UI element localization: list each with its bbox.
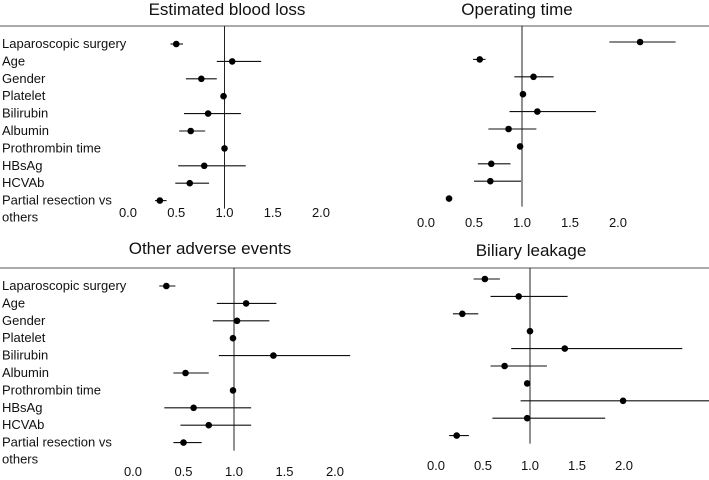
estimate-point-hbsag <box>619 397 627 405</box>
estimate-point-laparoscopic-surgery <box>481 275 489 283</box>
estimate-point-hcvab <box>487 177 494 185</box>
x-tick-label: 1.5 <box>568 458 586 473</box>
variable-label: Prothrombin time <box>2 140 101 155</box>
variable-label: Gender <box>2 71 46 86</box>
estimate-point-hcvab <box>205 421 213 429</box>
estimate-point-prothrombin-time <box>523 380 531 387</box>
estimate-point-partial-resection-vs-others <box>453 432 460 439</box>
estimate-point-laparoscopic-surgery <box>636 38 644 46</box>
x-tick-label: 0.0 <box>124 464 142 479</box>
variable-label: Age <box>2 295 25 310</box>
estimate-point-hbsag <box>487 160 495 168</box>
estimate-point-gender <box>459 310 466 318</box>
panel-biliary-leakage: Biliary leakage 0.0 0.5 1.0 1.5 2.0 <box>420 241 709 473</box>
estimate-point-gender <box>530 73 537 81</box>
x-tick-label: 1.0 <box>521 458 539 473</box>
x-tick-label: 0.5 <box>167 205 185 220</box>
x-tick-label: 0.0 <box>427 458 445 473</box>
estimate-point-hbsag <box>190 404 197 412</box>
variable-label: Gender <box>2 313 46 328</box>
estimate-point-age <box>476 56 484 63</box>
chart-title: Operating time <box>461 0 573 19</box>
chart-title: Other adverse events <box>129 239 292 258</box>
panel-operating-time: Operating time 0.0 0.5 1.0 1.5 2.0 <box>400 0 709 230</box>
chart-title: Biliary leakage <box>476 241 587 260</box>
estimate-point-platelet <box>220 92 227 100</box>
x-tick-label: 0.0 <box>119 205 137 220</box>
x-tick-label: 1.0 <box>225 464 243 479</box>
estimate-point-hcvab <box>186 179 194 187</box>
x-tick-label: 2.0 <box>609 215 627 230</box>
variable-label: Albumin <box>2 365 49 380</box>
variable-label: Bilirubin <box>2 106 48 121</box>
variable-label: HBsAg <box>2 158 42 173</box>
estimate-point-age <box>242 300 250 307</box>
x-tick-label: 0.5 <box>474 458 492 473</box>
estimate-point-age <box>228 58 236 65</box>
estimate-point-platelet <box>526 327 534 335</box>
estimate-point-partial-resection-vs-others <box>156 197 164 204</box>
estimate-point-prothrombin-time <box>221 145 228 152</box>
estimate-point-age <box>515 293 523 300</box>
estimate-point-prothrombin-time <box>229 387 237 394</box>
x-tick-label: 1.5 <box>264 205 282 220</box>
panel-other-adverse-events: Other adverse events Laparoscopic surgery… <box>0 239 420 479</box>
variable-label: Platelet <box>2 88 46 103</box>
x-tick-label: 2.0 <box>326 464 344 479</box>
estimate-point-bilirubin <box>204 110 212 117</box>
variable-label: Partial resection vs <box>2 435 112 450</box>
estimate-point-bilirubin <box>534 108 541 115</box>
x-tick-label: 1.5 <box>275 464 293 479</box>
x-tick-label: 1.5 <box>561 215 579 230</box>
variable-label: HCVAb <box>2 417 44 432</box>
variable-label: Partial resection vs <box>2 193 112 208</box>
estimate-point-gender <box>198 75 205 83</box>
variable-label: Age <box>2 53 25 68</box>
panel-estimated-blood-loss: Estimated blood loss Laparoscopic surgery… <box>0 0 400 225</box>
variable-label: others <box>2 210 39 225</box>
estimate-point-partial-resection-vs-others <box>180 439 187 446</box>
estimate-point-albumin <box>505 125 512 133</box>
x-tick-label: 0.5 <box>174 464 192 479</box>
estimate-point-laparoscopic-surgery <box>163 282 170 290</box>
estimate-point-bilirubin <box>270 352 277 359</box>
variable-label: HCVAb <box>2 175 44 190</box>
estimate-point-hcvab <box>523 414 531 422</box>
x-tick-label: 1.0 <box>215 205 233 220</box>
estimate-point-platelet <box>519 90 527 98</box>
estimate-point-bilirubin <box>561 345 569 352</box>
estimate-point-platelet <box>229 334 237 342</box>
estimate-point-prothrombin-time <box>516 143 524 150</box>
variable-label: Albumin <box>2 123 49 138</box>
estimate-point-partial-resection-vs-others <box>445 195 453 202</box>
chart-title: Estimated blood loss <box>149 0 306 19</box>
variable-label: Laparoscopic surgery <box>2 36 127 51</box>
variable-label: Bilirubin <box>2 348 48 363</box>
x-tick-label: 2.0 <box>615 458 633 473</box>
x-tick-label: 0.5 <box>465 215 483 230</box>
x-tick-label: 2.0 <box>312 205 330 220</box>
estimate-point-albumin <box>182 369 189 377</box>
variable-label: Laparoscopic surgery <box>2 278 127 293</box>
x-tick-label: 1.0 <box>513 215 531 230</box>
variable-label: others <box>2 452 39 467</box>
estimate-point-albumin <box>187 127 195 135</box>
variable-label: Platelet <box>2 330 46 345</box>
variable-label: Prothrombin time <box>2 382 101 397</box>
variable-label: HBsAg <box>2 400 42 415</box>
estimate-point-laparoscopic-surgery <box>172 40 180 48</box>
estimate-point-gender <box>233 317 241 325</box>
estimate-point-hbsag <box>200 162 208 170</box>
estimate-point-albumin <box>501 362 508 370</box>
x-tick-label: 0.0 <box>417 215 435 230</box>
